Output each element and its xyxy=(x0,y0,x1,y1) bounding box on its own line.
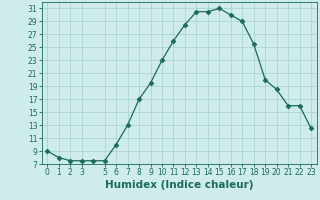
X-axis label: Humidex (Indice chaleur): Humidex (Indice chaleur) xyxy=(105,180,253,190)
